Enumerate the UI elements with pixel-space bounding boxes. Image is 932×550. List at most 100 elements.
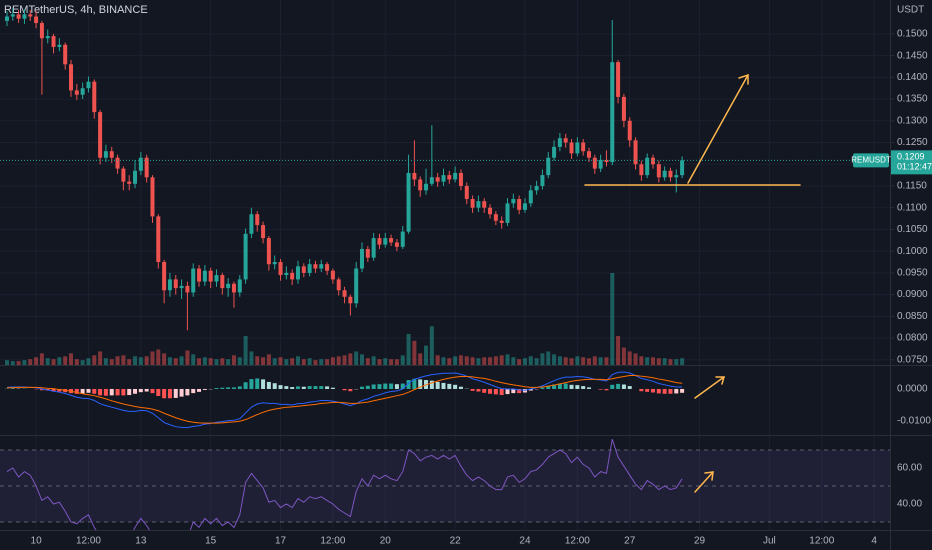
- x-tick-label: 27: [624, 536, 636, 547]
- volume-bar: [365, 358, 370, 365]
- macd-histogram-bar: [319, 386, 324, 389]
- macd-histogram-bar: [400, 383, 405, 389]
- candle-body: [424, 183, 429, 191]
- candle-body: [610, 62, 615, 163]
- volume-bar: [360, 354, 365, 365]
- volume-bar: [552, 354, 557, 365]
- x-tick-label: 20: [380, 536, 392, 547]
- volume-bar: [103, 358, 108, 365]
- volume-bar: [156, 349, 161, 365]
- macd-histogram-bar: [476, 388, 481, 392]
- volume-bar: [412, 340, 417, 365]
- candle-body: [51, 36, 56, 47]
- volume-bar: [162, 353, 167, 365]
- macd-histogram-bar: [540, 387, 545, 389]
- chart-title: REMTetherUS, 4h, BINANCE: [4, 4, 148, 16]
- volume-bar: [540, 353, 545, 365]
- macd-histogram-bar: [121, 388, 126, 396]
- macd-histogram-bar: [86, 388, 91, 393]
- y-tick-label: 0.1450: [897, 50, 928, 61]
- macd-histogram-bar: [342, 388, 347, 391]
- volume-bar: [621, 347, 626, 365]
- candle-body: [39, 23, 44, 39]
- volume-bar: [185, 350, 190, 365]
- y-tick-label: 0.1300: [897, 115, 928, 126]
- candle-body: [540, 175, 545, 186]
- volume-bar: [10, 361, 15, 365]
- macd-histogram-bar: [662, 388, 667, 394]
- volume-bar: [377, 359, 382, 365]
- macd-histogram-bar: [179, 388, 184, 397]
- volume-bar: [592, 356, 597, 365]
- volume-bar: [488, 357, 493, 365]
- candle-body: [109, 151, 114, 158]
- candle-body: [191, 268, 196, 293]
- macd-histogram-bar: [552, 384, 557, 389]
- macd-histogram-bar: [581, 386, 586, 389]
- macd-histogram-bar: [458, 386, 463, 389]
- y-tick-label: -0.0100: [897, 416, 931, 427]
- price-badge: [891, 150, 932, 175]
- candle-body: [412, 172, 417, 180]
- macd-histogram-bar: [39, 388, 44, 391]
- candle-body: [569, 142, 574, 154]
- macd-histogram-bar: [639, 388, 644, 392]
- volume-bar: [575, 356, 580, 365]
- volume-bar: [645, 357, 650, 365]
- candle-body: [511, 199, 516, 204]
- y-tick-label: 0.0000: [897, 384, 928, 395]
- macd-histogram-bar: [674, 388, 679, 394]
- macd-histogram-bar: [569, 384, 574, 389]
- candle-body: [307, 264, 312, 273]
- macd-histogram-bar: [493, 388, 498, 395]
- volume-bar: [522, 358, 527, 365]
- candle-body: [488, 207, 493, 215]
- macd-histogram-bar: [651, 388, 656, 393]
- volume-bar: [336, 356, 341, 365]
- volume-bar: [598, 357, 603, 365]
- candle-body: [406, 172, 411, 232]
- arrow-head: [738, 73, 749, 85]
- volume-bar: [237, 357, 242, 365]
- candle-body: [365, 248, 370, 258]
- volume-bar: [220, 358, 225, 365]
- x-tick-label: Jul: [763, 536, 776, 547]
- candle-body: [115, 157, 120, 169]
- volume-bar: [458, 355, 463, 365]
- candle-body: [418, 179, 423, 191]
- x-tick-label: 15: [205, 536, 217, 547]
- volume-bar: [214, 359, 219, 365]
- x-tick-label: 4: [871, 536, 877, 547]
- macd-histogram-bar: [447, 383, 452, 389]
- x-tick-label: 12:00: [76, 536, 101, 547]
- candle-body: [86, 81, 91, 89]
- volume-bar: [563, 357, 568, 365]
- signal-line: [6, 375, 683, 424]
- candle-body: [639, 164, 644, 176]
- candle-body: [4, 16, 9, 21]
- candle-body: [226, 283, 231, 289]
- y-tick-label: 0.0950: [897, 268, 928, 279]
- macd-histogram-bar: [575, 385, 580, 389]
- volume-bar: [80, 360, 85, 365]
- plot: [0, 7, 890, 530]
- macd-histogram-bar: [389, 383, 394, 389]
- y-tick-label: 0.1400: [897, 72, 928, 83]
- volume-bar: [51, 359, 56, 365]
- candle-body: [360, 248, 365, 269]
- volume-bar: [505, 354, 510, 365]
- macd-histogram-bar: [133, 388, 138, 394]
- grid: [0, 0, 890, 530]
- macd-histogram-bar: [74, 388, 79, 394]
- y-tick-label: 0.0800: [897, 333, 928, 344]
- volume-bar: [45, 358, 50, 365]
- candle-body: [441, 175, 446, 182]
- volume-bar: [383, 358, 388, 365]
- volume-bar: [610, 273, 615, 365]
- macd-histogram-bar: [278, 385, 283, 389]
- macd-histogram-bar: [406, 380, 411, 389]
- y-tick-label: 0.1000: [897, 246, 928, 257]
- volume-bar: [295, 356, 300, 365]
- volume-bar: [69, 353, 74, 365]
- volume-bar: [342, 355, 347, 365]
